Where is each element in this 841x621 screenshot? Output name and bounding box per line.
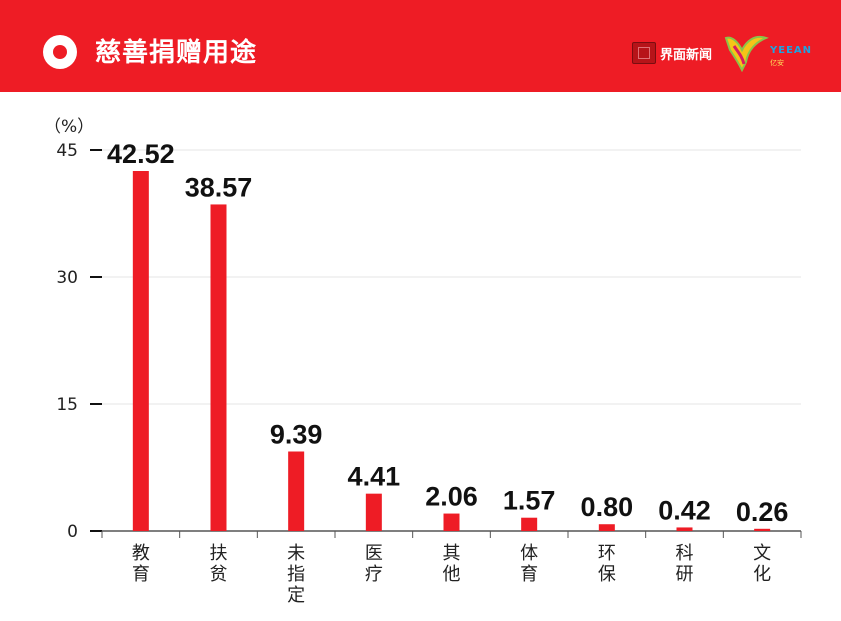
yeean-logo-subtext: 亿安 bbox=[770, 59, 784, 67]
bar-value-label: 0.80 bbox=[581, 492, 634, 522]
bar bbox=[676, 527, 693, 531]
bar-value-label: 1.57 bbox=[503, 486, 556, 516]
bar-value-label: 42.52 bbox=[107, 139, 175, 169]
bar bbox=[521, 517, 538, 531]
category-label: 未指定 bbox=[287, 543, 305, 606]
header-banner: 慈善捐赠用途 界面新闻 YEEAN 亿安 bbox=[0, 0, 841, 92]
bar-value-label: 9.39 bbox=[270, 419, 323, 449]
category-label: 环保 bbox=[598, 543, 616, 585]
y-tick-label: 45 bbox=[56, 141, 78, 161]
bar bbox=[754, 528, 771, 531]
y-tick-label: 15 bbox=[56, 395, 78, 415]
bar-value-label: 0.42 bbox=[658, 495, 711, 525]
category-label: 扶贫 bbox=[210, 543, 228, 585]
jiemian-logo-icon bbox=[632, 42, 656, 64]
bar-value-label: 0.26 bbox=[736, 497, 789, 527]
bar bbox=[132, 170, 149, 532]
yeean-logo: YEEAN 亿安 bbox=[722, 32, 822, 74]
y-tick-label: 0 bbox=[67, 522, 78, 542]
category-label: 其他 bbox=[443, 543, 461, 585]
bar-value-label: 2.06 bbox=[425, 482, 478, 512]
category-label: 科研 bbox=[676, 543, 694, 585]
header-background bbox=[0, 0, 841, 92]
category-label: 体育 bbox=[520, 543, 538, 585]
bar-value-label: 4.41 bbox=[348, 462, 401, 492]
bar bbox=[365, 493, 382, 531]
yeean-logo-text: YEEAN bbox=[770, 45, 813, 56]
chart-title: 慈善捐赠用途 bbox=[95, 38, 258, 68]
y-tick-label: 30 bbox=[56, 268, 78, 288]
category-label: 教育 bbox=[132, 543, 150, 585]
category-label: 文化 bbox=[753, 543, 771, 585]
bar bbox=[443, 513, 460, 531]
jiemian-logo-text: 界面新闻 bbox=[660, 47, 713, 63]
record-circle-icon bbox=[43, 35, 77, 69]
jiemian-logo: 界面新闻 bbox=[632, 41, 712, 65]
bar bbox=[598, 524, 615, 531]
category-label: 医疗 bbox=[365, 543, 383, 585]
yeean-y-icon bbox=[724, 36, 769, 73]
bar-value-label: 38.57 bbox=[185, 172, 253, 202]
bar bbox=[288, 451, 305, 531]
bar bbox=[210, 204, 227, 531]
y-axis-unit-label: （%） bbox=[44, 117, 95, 137]
